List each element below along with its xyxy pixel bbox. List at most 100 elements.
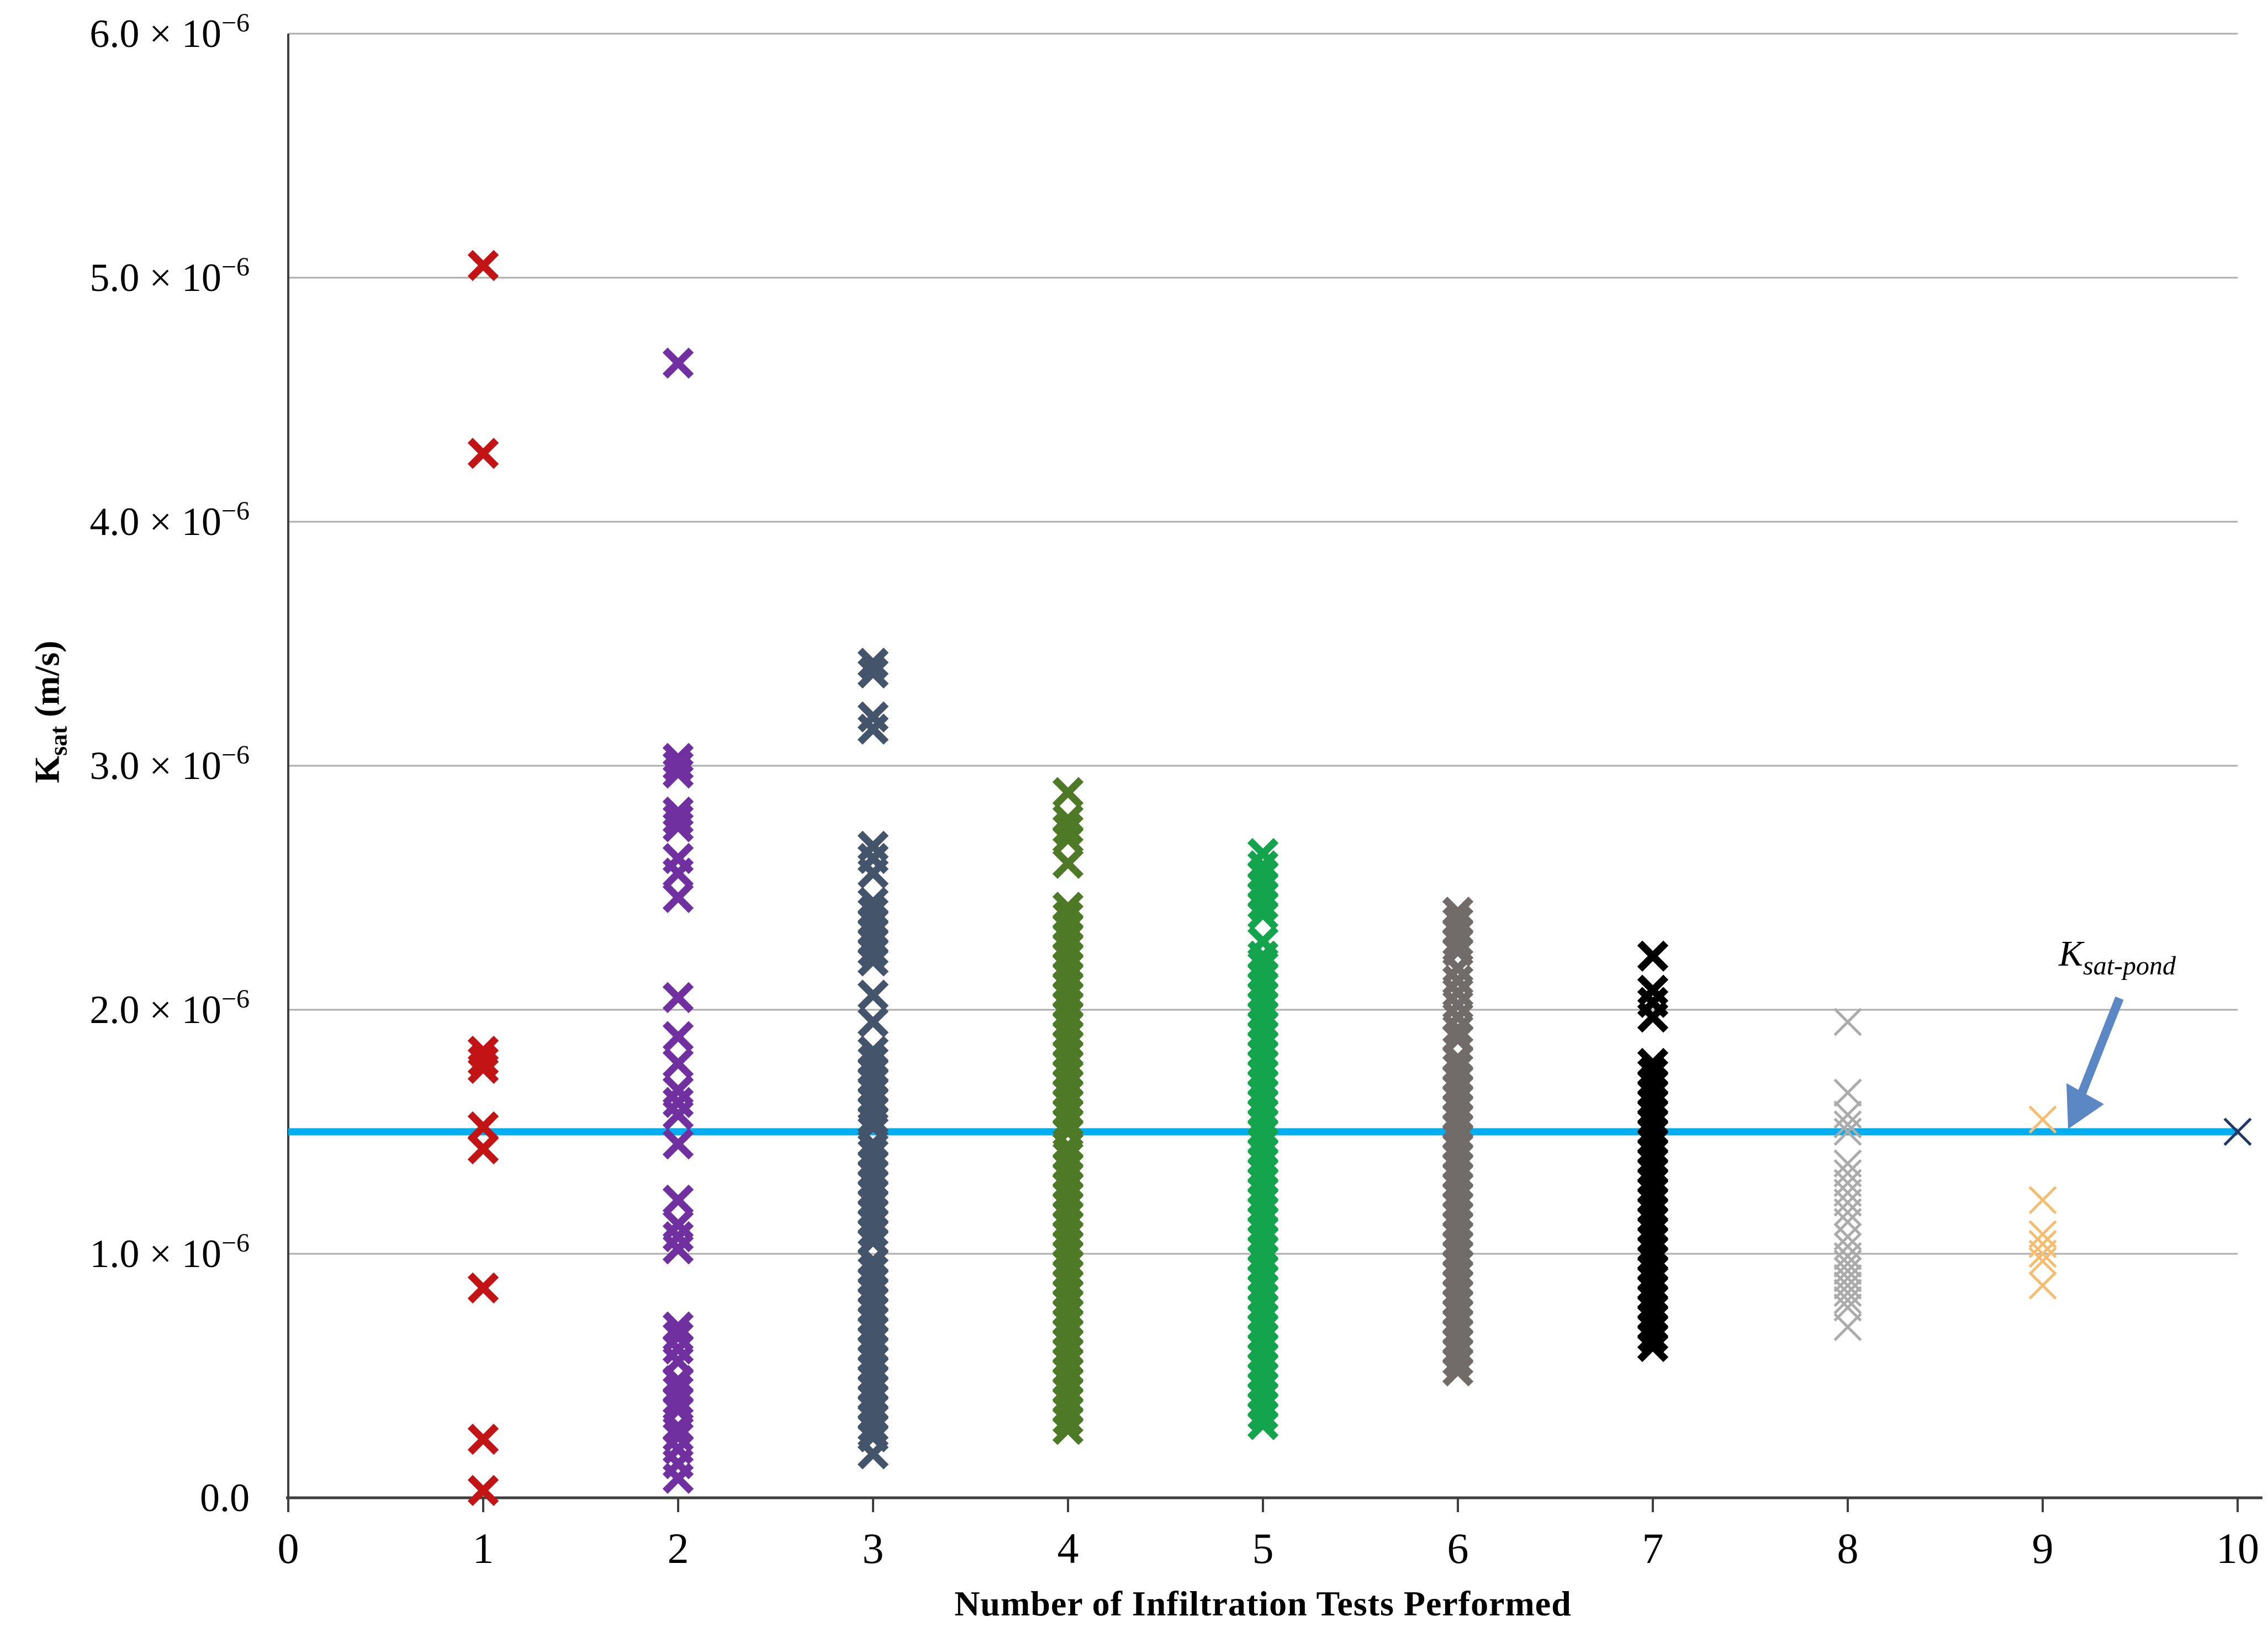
data-point-x-marker <box>467 1045 499 1077</box>
data-point-x-marker <box>662 1233 694 1265</box>
data-point-x-marker <box>2028 1247 2057 1275</box>
y-axis-title-main: K <box>27 755 67 783</box>
data-point-x-marker <box>467 1052 499 1084</box>
x-tick-label: 5 <box>1252 1524 1274 1572</box>
x-tick-label: 4 <box>1058 1524 1079 1572</box>
data-point-x-marker <box>662 1099 694 1131</box>
series-4-markers <box>1052 777 1084 1445</box>
data-point-x-marker <box>662 750 694 782</box>
data-point-x-marker <box>1833 1178 1862 1207</box>
annotation-arrow-shaft <box>2076 997 2124 1098</box>
x-axis-title: Number of Infiltration Tests Performed <box>954 1584 1572 1623</box>
data-point-x-marker <box>662 804 694 835</box>
y-axis-title-units: (m/s) <box>27 640 67 727</box>
data-point-x-marker <box>857 713 889 745</box>
y-tick-label: 4.0 × 10−6 <box>89 496 250 544</box>
data-point-x-marker <box>1247 899 1279 930</box>
data-point-x-marker <box>1052 777 1084 808</box>
data-point-x-marker <box>662 982 694 1014</box>
data-point-x-marker <box>467 1133 499 1165</box>
data-point-x-marker <box>1833 1198 1862 1227</box>
data-point-x-marker <box>662 757 694 789</box>
reference-line-label: Ksat-pond <box>2059 933 2176 981</box>
x-tick-label: 1 <box>473 1524 494 1572</box>
y-tick-label: 0.0 <box>200 1476 250 1520</box>
data-point-x-marker <box>467 1423 499 1455</box>
data-point-x-marker <box>1833 1159 1862 1188</box>
data-point-x-marker <box>467 1272 499 1304</box>
data-point-x-marker <box>857 1104 889 1136</box>
data-point-x-marker <box>467 1475 499 1506</box>
data-point-x-marker <box>467 250 499 282</box>
series-7-markers <box>1637 940 1669 1363</box>
data-point-x-marker <box>1833 1110 1862 1139</box>
y-tick-label: 1.0 × 10−6 <box>89 1228 250 1276</box>
data-point-x-marker <box>857 857 889 889</box>
data-point-x-marker <box>857 657 889 689</box>
data-point-x-marker <box>2028 1105 2057 1134</box>
data-point-x-marker <box>1833 1188 1862 1217</box>
data-point-x-marker <box>1833 1313 1862 1342</box>
annotation-arrow-head <box>2066 1083 2104 1129</box>
series-1-markers <box>467 250 499 1506</box>
data-point-x-marker <box>662 1048 694 1079</box>
series-6-markers <box>1442 897 1474 1387</box>
y-tick-label: 3.0 × 10−6 <box>89 740 250 788</box>
data-point-x-marker <box>1833 1222 1862 1251</box>
data-point-x-marker <box>1637 1331 1669 1363</box>
data-point-x-marker <box>2028 1271 2057 1300</box>
y-tick-label: 6.0 × 10−6 <box>89 8 250 56</box>
x-tick-label: 10 <box>2216 1524 2259 1572</box>
data-point-x-marker <box>1833 1008 1862 1036</box>
data-point-x-marker <box>1833 1078 1862 1107</box>
series-9-markers <box>2028 1105 2057 1300</box>
series-2-markers <box>662 347 694 1494</box>
data-point-x-marker <box>662 1184 694 1216</box>
data-point-x-marker <box>1833 1169 1862 1197</box>
data-point-x-marker <box>662 1345 694 1377</box>
data-point-x-marker <box>2223 1117 2252 1146</box>
data-point-x-marker <box>857 1438 889 1470</box>
data-point-x-marker <box>1442 1023 1474 1055</box>
data-point-x-marker <box>662 882 694 913</box>
data-point-x-marker <box>2028 1186 2057 1215</box>
data-point-x-marker <box>2028 1220 2057 1249</box>
y-axis-title-sub: sat <box>45 726 72 756</box>
data-point-x-marker <box>857 1226 889 1258</box>
series-10-markers <box>2223 1117 2252 1146</box>
y-tick-label: 2.0 × 10−6 <box>89 984 250 1032</box>
data-point-x-marker <box>1442 1355 1474 1387</box>
data-point-x-marker <box>1052 823 1084 855</box>
data-point-x-marker <box>1833 1149 1862 1178</box>
data-point-x-marker <box>1637 940 1669 972</box>
data-point-x-marker <box>1833 1293 1862 1322</box>
reference-label-main: K <box>2059 934 2084 974</box>
data-point-x-marker <box>1247 1409 1279 1440</box>
x-tick-label: 3 <box>863 1524 884 1572</box>
data-point-x-marker <box>2028 1239 2057 1268</box>
series-8-markers <box>1833 1008 1862 1342</box>
y-axis-title: Ksat (m/s) <box>27 353 73 1071</box>
data-point-x-marker <box>1637 1001 1669 1033</box>
data-point-x-marker <box>662 811 694 842</box>
data-point-x-marker <box>857 945 889 977</box>
data-point-x-marker <box>1052 847 1084 879</box>
data-point-x-marker <box>662 347 694 379</box>
data-point-x-marker <box>1052 1414 1084 1445</box>
data-point-x-marker <box>467 1111 499 1143</box>
data-point-x-marker <box>857 1006 889 1038</box>
x-tick-label: 9 <box>2032 1524 2054 1572</box>
data-point-x-marker <box>467 438 499 469</box>
data-point-x-marker <box>857 979 889 1011</box>
x-tick-label: 0 <box>278 1524 299 1572</box>
data-point-x-marker <box>662 857 694 889</box>
reference-label-sub: sat-pond <box>2083 951 2176 981</box>
data-point-x-marker <box>1833 1117 1862 1146</box>
data-point-x-marker <box>1833 1286 1862 1315</box>
x-tick-label: 8 <box>1837 1524 1859 1572</box>
data-point-x-marker <box>662 1462 694 1494</box>
series-5-markers <box>1247 838 1279 1440</box>
y-tick-label: 5.0 × 10−6 <box>89 252 250 300</box>
